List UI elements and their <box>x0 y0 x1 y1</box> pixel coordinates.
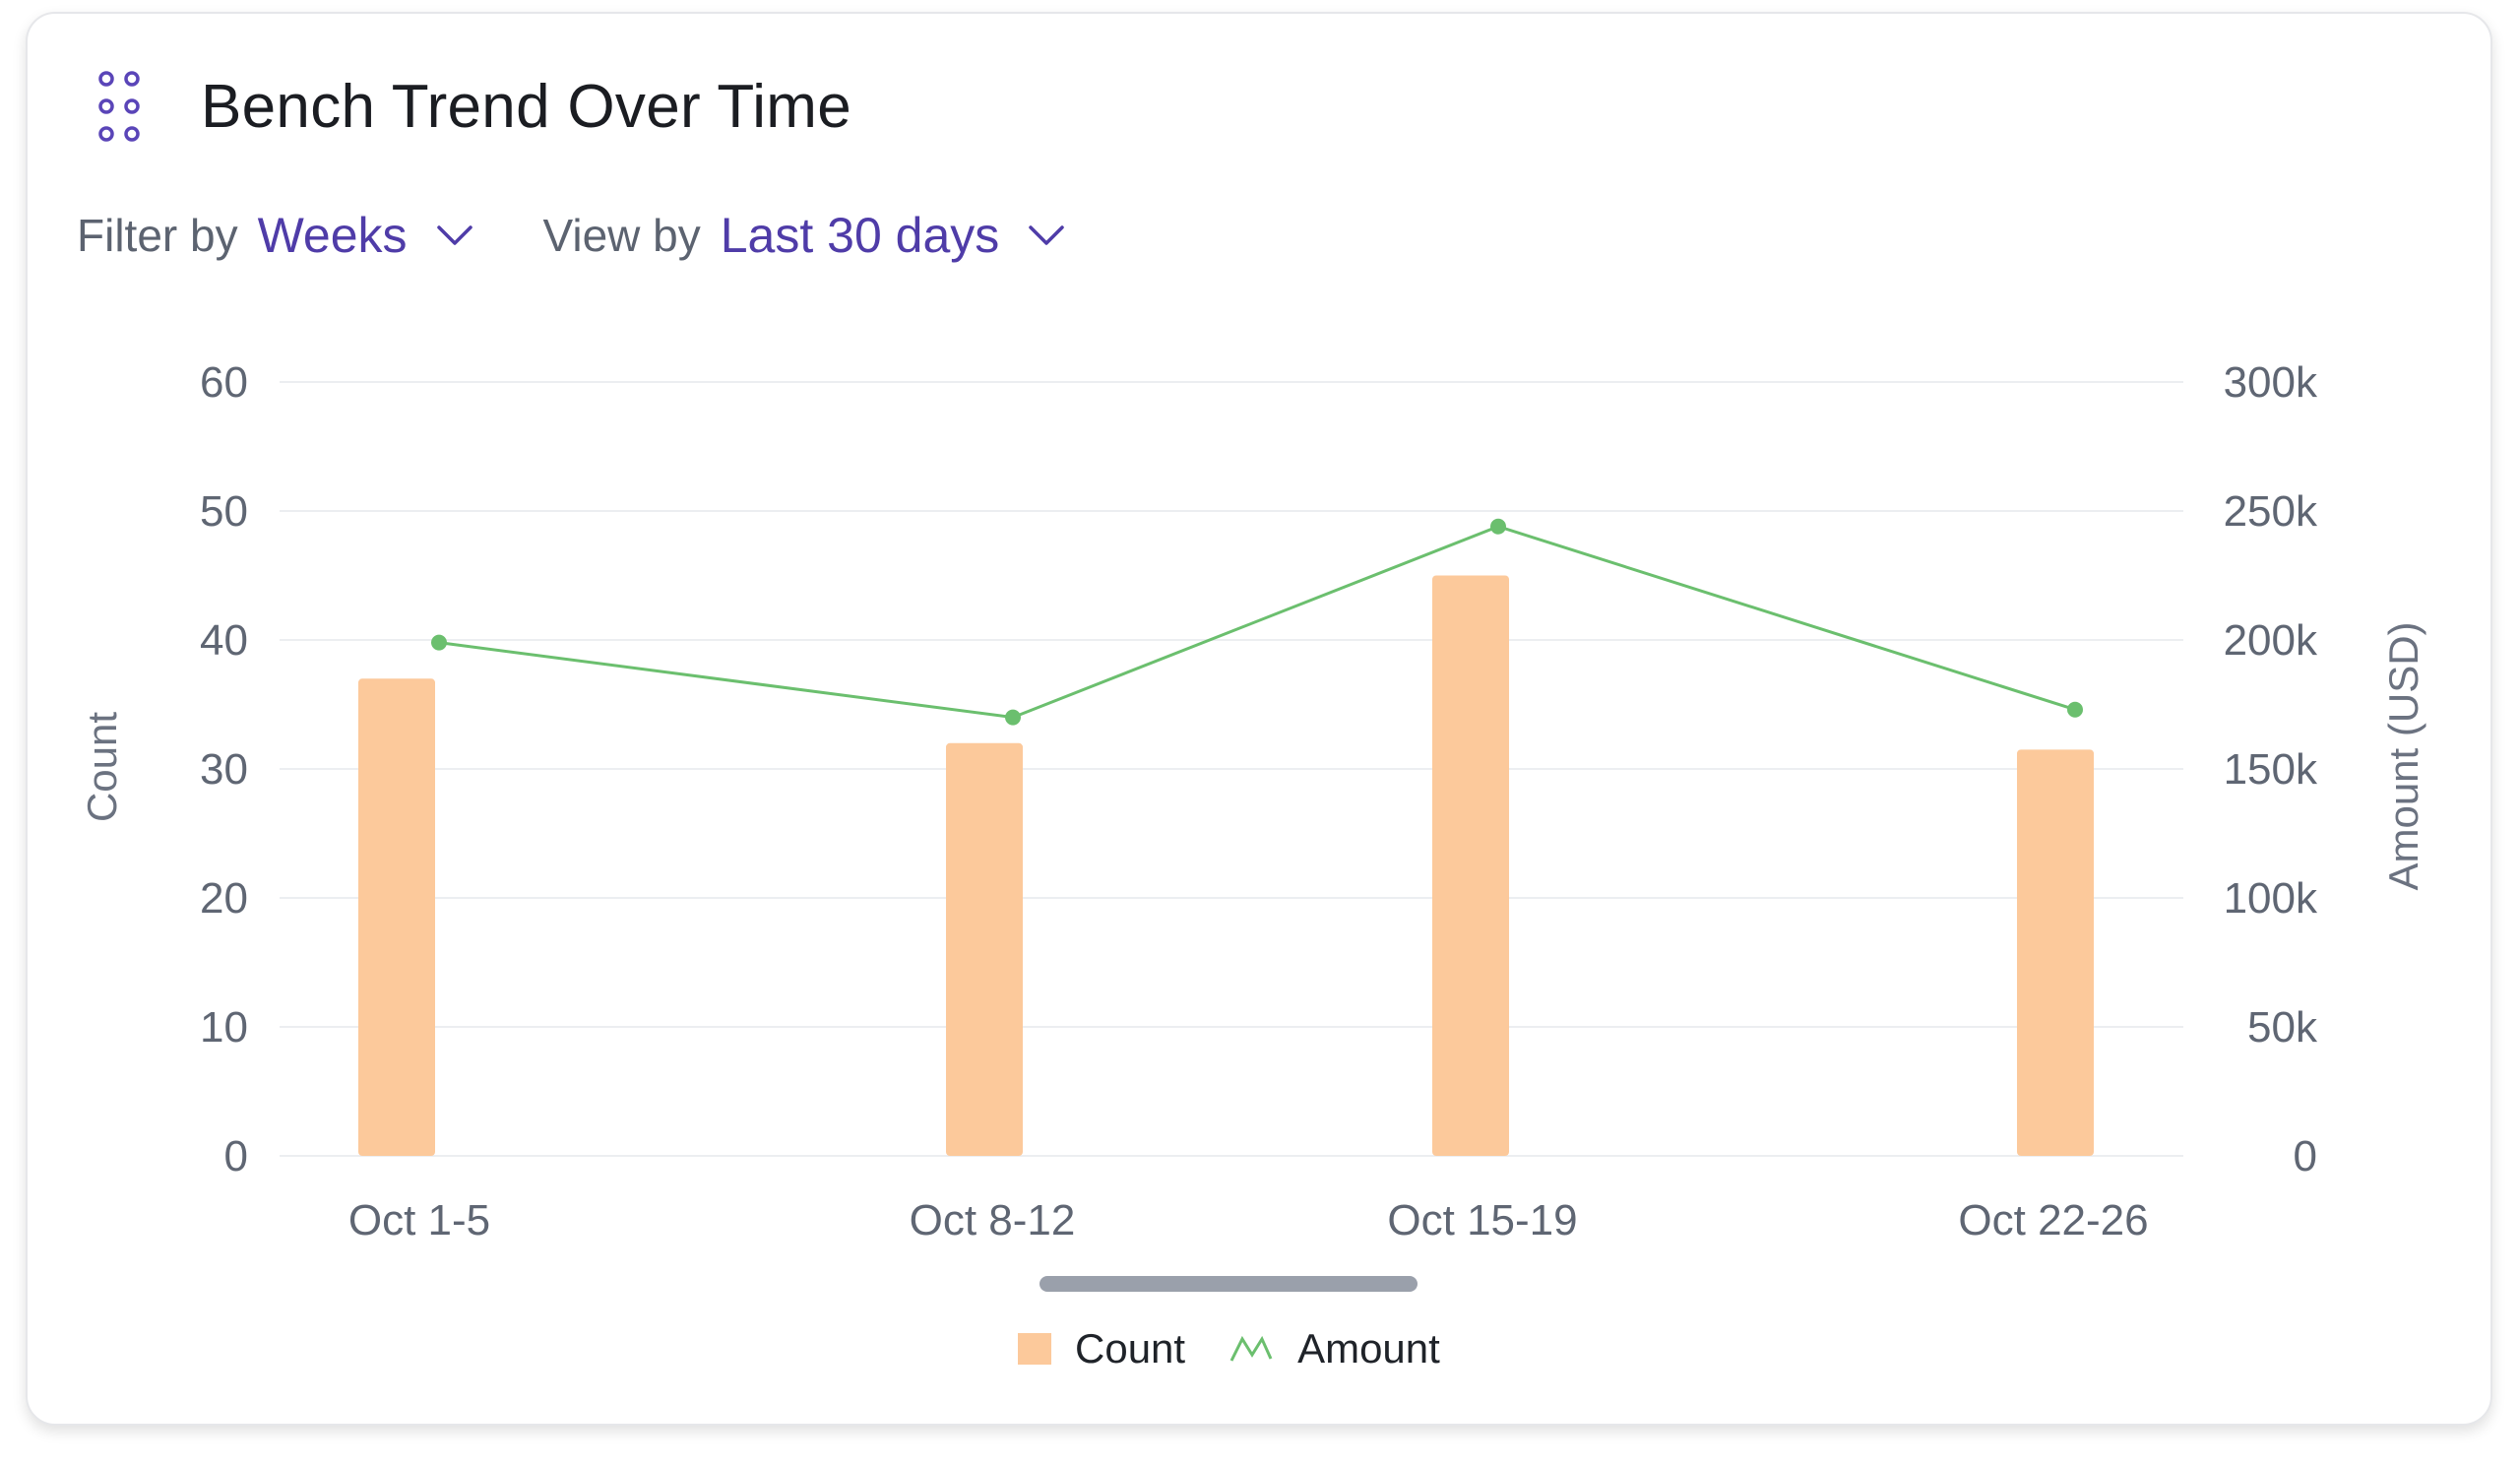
y-tick-label-left: 60 <box>200 358 248 407</box>
chevron-down-icon[interactable] <box>1027 222 1066 249</box>
amount-line <box>438 525 2076 720</box>
y-tick-label-left: 10 <box>200 1003 248 1052</box>
chart-legend: Count Amount <box>1018 1325 1483 1372</box>
y-tick-label-left: 50 <box>200 487 248 536</box>
filter-by-value[interactable]: Weeks <box>257 208 408 263</box>
y-axis-title-right: Amount (USD) <box>2380 621 2426 890</box>
chart-horizontal-scrollbar[interactable] <box>1040 1276 1418 1292</box>
x-tick-label: Oct 1-5 <box>348 1196 490 1244</box>
y-tick-label-left: 20 <box>200 874 248 923</box>
count-swatch-icon <box>1018 1333 1051 1365</box>
view-by-value[interactable]: Last 30 days <box>720 208 1000 263</box>
amount-line-icon <box>1229 1335 1273 1362</box>
view-by-label: View by <box>542 210 701 261</box>
amount-point[interactable] <box>2067 701 2083 718</box>
y-tick-label-right: 150k <box>2224 745 2318 794</box>
bench-trend-card: Bench Trend Over Time Filter by Weeks Vi… <box>26 12 2492 1426</box>
y-tick-label-right: 100k <box>2224 874 2318 923</box>
count-bar[interactable] <box>946 742 1023 1156</box>
filter-by-label: Filter by <box>77 210 238 261</box>
y-tick-label-left: 40 <box>200 616 248 665</box>
chart-ticks: 0 0 10 50k 20 100k 30 150k 40 200k 50 250k 60 300k Oct… <box>200 358 2318 1244</box>
y-tick-label-right: 300k <box>2224 358 2318 407</box>
bench-trend-chart: 0 0 10 50k 20 100k 30 150k 40 200k 50 250k 60 300k Oct… <box>79 358 2426 1244</box>
legend-label-amount: Amount <box>1297 1325 1440 1371</box>
filter-by-dropdown[interactable]: Filter by Weeks <box>77 207 474 264</box>
chevron-down-icon[interactable] <box>435 222 474 249</box>
y-tick-label-right: 250k <box>2224 487 2318 536</box>
y-tick-label-right: 200k <box>2224 616 2318 665</box>
y-tick-label-left: 0 <box>224 1132 248 1180</box>
chart-gridlines <box>280 381 2183 1157</box>
view-by-dropdown[interactable]: View by Last 30 days <box>543 207 1067 264</box>
card-header: Bench Trend Over Time <box>93 67 851 146</box>
amount-line-series <box>431 518 2083 726</box>
x-tick-label: Oct 8-12 <box>910 1196 1076 1244</box>
amount-point[interactable] <box>431 634 447 651</box>
count-bar[interactable] <box>1432 575 1509 1157</box>
y-tick-label-right: 50k <box>2247 1003 2318 1052</box>
legend-label-count: Count <box>1075 1325 1186 1371</box>
card-title: Bench Trend Over Time <box>201 72 852 141</box>
amount-point[interactable] <box>1490 518 1506 535</box>
x-tick-label: Oct 22-26 <box>1958 1196 2148 1244</box>
y-axis-title-left: Count <box>79 712 125 822</box>
count-bar[interactable] <box>2017 749 2094 1156</box>
y-tick-label-right: 0 <box>2294 1132 2317 1180</box>
amount-point[interactable] <box>1005 709 1021 726</box>
legend-item-count[interactable]: Count <box>1018 1325 1185 1372</box>
count-bar[interactable] <box>358 678 435 1156</box>
count-bars <box>358 575 2094 1157</box>
y-tick-label-left: 30 <box>200 745 248 794</box>
x-tick-label: Oct 15-19 <box>1387 1196 1577 1244</box>
filter-bar: Filter by Weeks View by Last 30 days <box>77 207 1135 264</box>
drag-handle-dots-icon[interactable] <box>93 67 152 146</box>
legend-item-amount[interactable]: Amount <box>1228 1325 1440 1372</box>
